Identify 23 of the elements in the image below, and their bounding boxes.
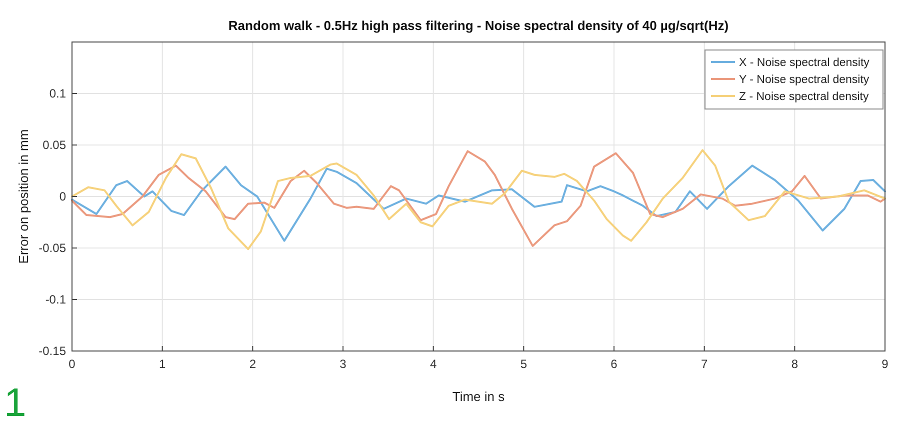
y-axis-title: Error on position in mm bbox=[16, 129, 31, 264]
x-tick-label: 4 bbox=[430, 357, 437, 371]
x-tick-label: 9 bbox=[882, 357, 889, 371]
y-tick-label: 0.05 bbox=[42, 138, 66, 152]
x-axis-title: Time in s bbox=[452, 389, 506, 404]
x-tick-label: 8 bbox=[791, 357, 798, 371]
chart-title: Random walk - 0.5Hz high pass filtering - Noise spectral density of 40 µg/sqrt(Hz) bbox=[228, 18, 729, 33]
x-tick-label: 5 bbox=[520, 357, 528, 371]
x-tick-label: 3 bbox=[340, 357, 347, 371]
line-series bbox=[71, 164, 886, 242]
legend-label: Z - Noise spectral density bbox=[739, 91, 869, 103]
legend-label: Y - Noise spectral density bbox=[739, 74, 870, 86]
y-tick-label: 0.1 bbox=[49, 86, 66, 100]
y-tick-label: -0.05 bbox=[38, 241, 66, 255]
legend-label: X - Noise spectral density bbox=[739, 57, 870, 69]
x-tick-label: 6 bbox=[610, 357, 618, 371]
y-tick-label: -0.15 bbox=[38, 344, 66, 358]
y-tick-label: -0.1 bbox=[45, 292, 66, 306]
y-tick-label: 0 bbox=[59, 190, 66, 204]
x-tick-label: 2 bbox=[249, 357, 256, 371]
x-tick-label: 7 bbox=[700, 357, 708, 371]
x-tick-label: 0 bbox=[68, 357, 76, 371]
x-tick-label: 1 bbox=[158, 357, 166, 371]
